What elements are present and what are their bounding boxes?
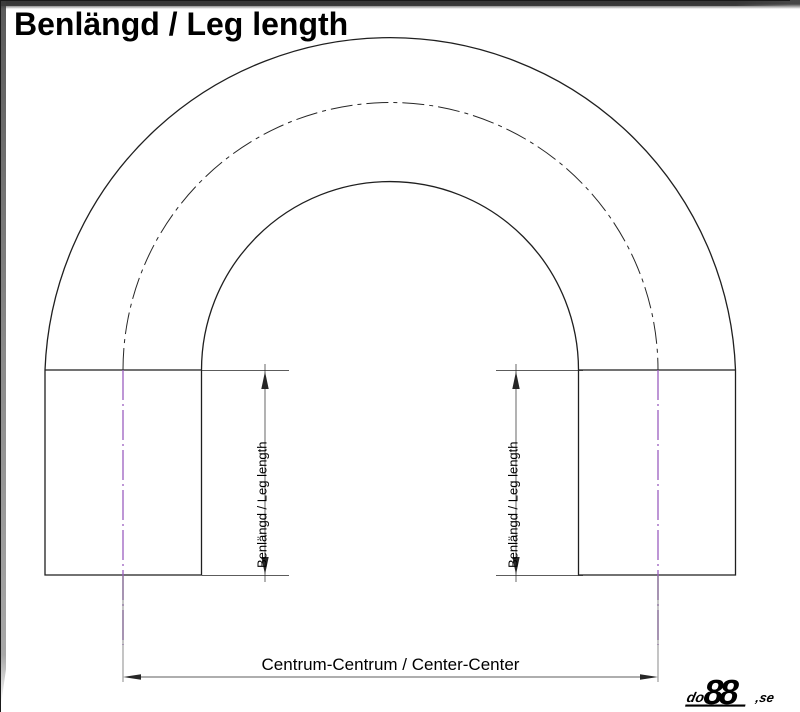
svg-text:,se: ,se <box>753 690 775 705</box>
